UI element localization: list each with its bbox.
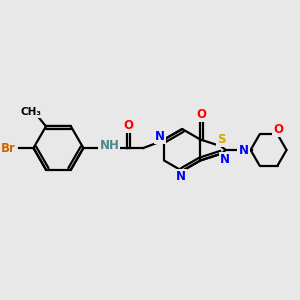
Text: N: N — [176, 170, 186, 184]
Text: O: O — [123, 118, 133, 131]
Text: N: N — [238, 143, 249, 157]
Text: O: O — [274, 123, 284, 136]
Text: N: N — [220, 153, 230, 166]
Text: S: S — [217, 133, 226, 146]
Text: O: O — [196, 108, 206, 121]
Text: Br: Br — [1, 142, 16, 154]
Text: N: N — [155, 130, 165, 143]
Text: NH: NH — [99, 139, 119, 152]
Text: CH₃: CH₃ — [20, 107, 41, 117]
